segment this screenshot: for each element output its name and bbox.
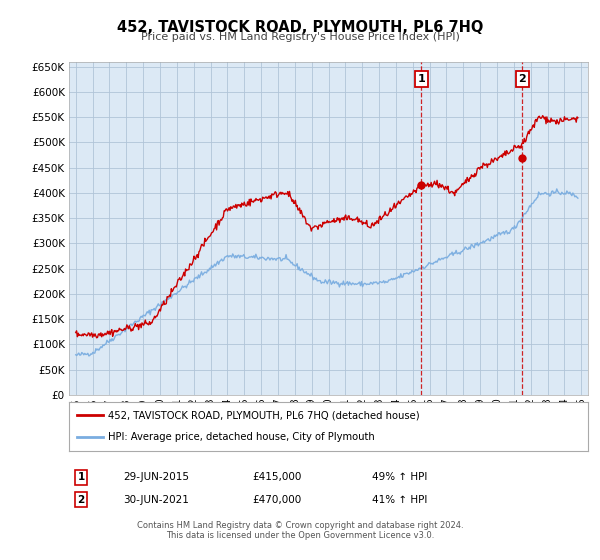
Text: 30-JUN-2021: 30-JUN-2021 — [123, 494, 189, 505]
Text: 2: 2 — [518, 74, 526, 84]
Text: This data is licensed under the Open Government Licence v3.0.: This data is licensed under the Open Gov… — [166, 531, 434, 540]
Text: 452, TAVISTOCK ROAD, PLYMOUTH, PL6 7HQ: 452, TAVISTOCK ROAD, PLYMOUTH, PL6 7HQ — [117, 20, 483, 35]
Text: Price paid vs. HM Land Registry's House Price Index (HPI): Price paid vs. HM Land Registry's House … — [140, 32, 460, 42]
Text: HPI: Average price, detached house, City of Plymouth: HPI: Average price, detached house, City… — [108, 432, 374, 442]
Text: 1: 1 — [77, 472, 85, 482]
Text: 2: 2 — [77, 494, 85, 505]
Text: Contains HM Land Registry data © Crown copyright and database right 2024.: Contains HM Land Registry data © Crown c… — [137, 521, 463, 530]
Text: 41% ↑ HPI: 41% ↑ HPI — [372, 494, 427, 505]
Text: £415,000: £415,000 — [252, 472, 301, 482]
Text: £470,000: £470,000 — [252, 494, 301, 505]
Text: 29-JUN-2015: 29-JUN-2015 — [123, 472, 189, 482]
Text: 1: 1 — [418, 74, 425, 84]
Text: 49% ↑ HPI: 49% ↑ HPI — [372, 472, 427, 482]
Text: 452, TAVISTOCK ROAD, PLYMOUTH, PL6 7HQ (detached house): 452, TAVISTOCK ROAD, PLYMOUTH, PL6 7HQ (… — [108, 410, 419, 421]
